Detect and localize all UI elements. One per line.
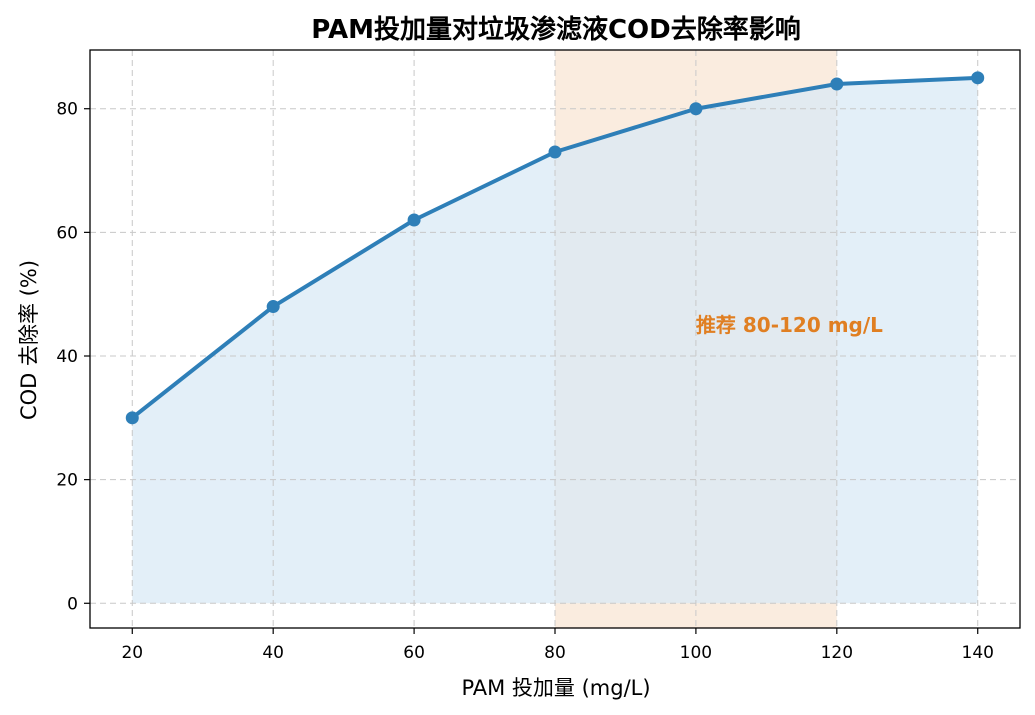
y-tick-label: 80: [56, 100, 78, 120]
x-tick-label: 120: [821, 643, 853, 663]
y-tick-label: 60: [56, 223, 78, 243]
y-tick-label: 20: [56, 471, 78, 491]
x-tick-label: 20: [121, 643, 143, 663]
x-tick-label: 60: [403, 643, 425, 663]
x-tick-label: 80: [544, 643, 566, 663]
data-point: [830, 77, 844, 91]
data-point: [266, 300, 280, 314]
data-point: [548, 145, 562, 159]
recommended-range-annotation: 推荐 80-120 mg/L: [696, 313, 883, 337]
chart-title: PAM投加量对垃圾渗滤液COD去除率影响: [311, 14, 800, 45]
data-point: [971, 71, 985, 85]
x-tick-label: 40: [262, 643, 284, 663]
y-axis-label: COD 去除率 (%): [17, 260, 41, 420]
data-point: [407, 213, 421, 227]
x-axis-label: PAM 投加量 (mg/L): [461, 676, 650, 700]
y-tick-label: 40: [56, 347, 78, 367]
data-point: [125, 411, 139, 425]
y-tick-label: 0: [67, 594, 78, 614]
x-tick-label: 100: [680, 643, 712, 663]
x-tick-label: 140: [962, 643, 994, 663]
data-point: [689, 102, 703, 116]
plot-area: 推荐 80-120 mg/L 20 40 60 80 100 120 140 0 20 40 60 80: [56, 49, 1021, 663]
